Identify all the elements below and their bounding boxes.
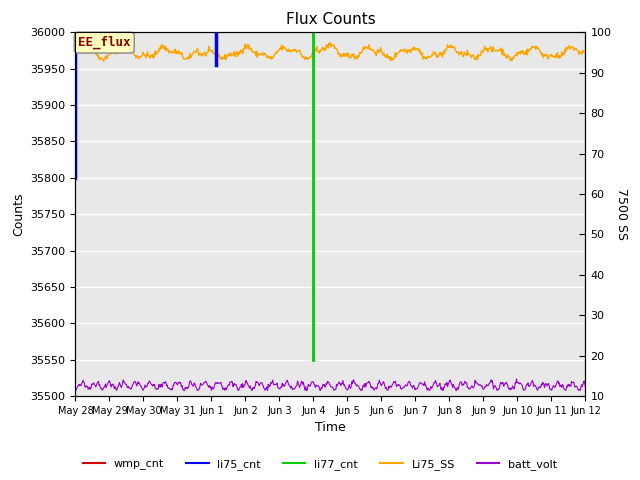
- Text: EE_flux: EE_flux: [78, 36, 131, 49]
- Y-axis label: 7500 SS: 7500 SS: [615, 188, 628, 240]
- Title: Flux Counts: Flux Counts: [285, 12, 375, 27]
- Y-axis label: Counts: Counts: [12, 192, 25, 236]
- Legend: wmp_cnt, li75_cnt, li77_cnt, Li75_SS, batt_volt: wmp_cnt, li75_cnt, li77_cnt, Li75_SS, ba…: [78, 455, 562, 474]
- X-axis label: Time: Time: [315, 421, 346, 434]
